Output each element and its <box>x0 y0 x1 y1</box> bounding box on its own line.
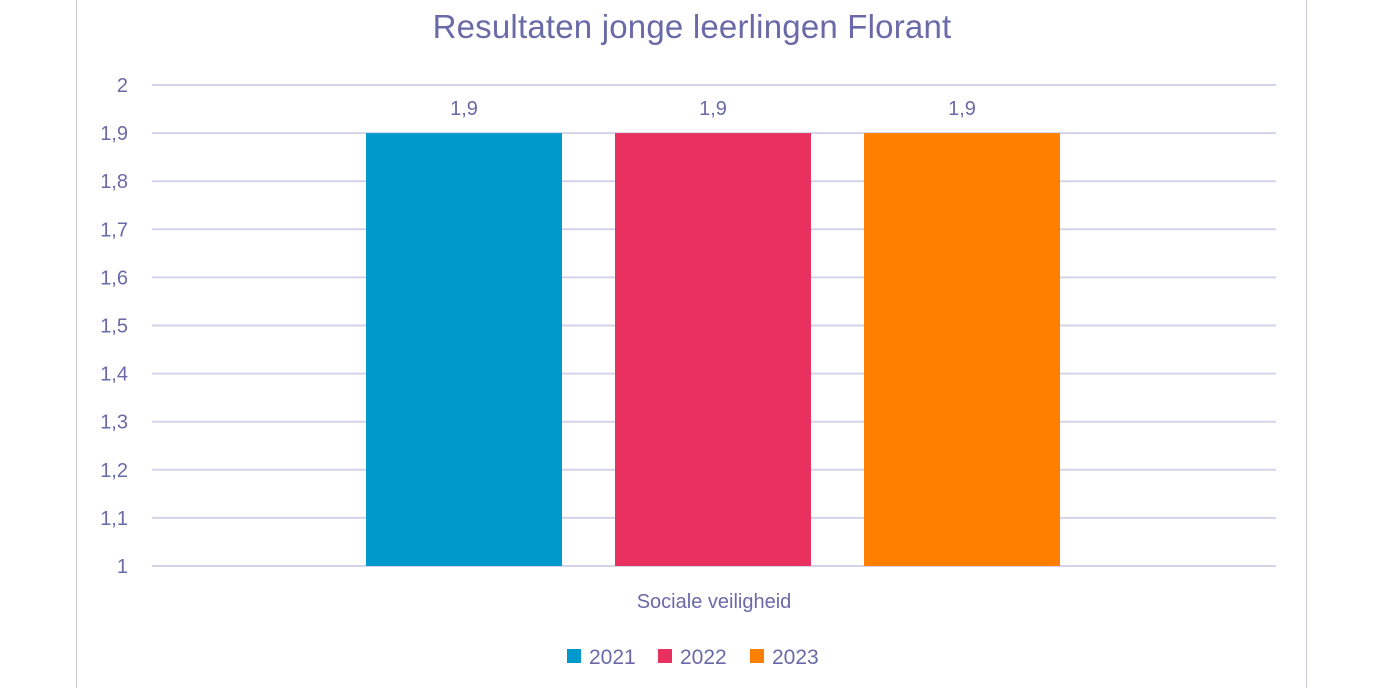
data-label: 1,9 <box>450 98 478 120</box>
y-tick-label: 2 <box>117 75 128 97</box>
legend-swatch-2022 <box>658 649 672 663</box>
y-tick-label: 1,4 <box>100 364 128 386</box>
legend-label: 2022 <box>680 646 727 669</box>
legend-swatch-2023 <box>750 649 764 663</box>
legend-label: 2021 <box>589 646 636 669</box>
y-tick-label: 1,6 <box>100 267 128 289</box>
chart-frame <box>76 0 1307 688</box>
y-tick-label: 1,3 <box>100 412 128 434</box>
bar-2023 <box>864 133 1060 566</box>
data-label: 1,9 <box>948 98 976 120</box>
legend-label: 2023 <box>772 646 819 669</box>
bar-2021 <box>366 133 562 566</box>
y-tick-label: 1,9 <box>100 123 128 145</box>
y-tick-label: 1,5 <box>100 316 128 338</box>
y-tick-label: 1,8 <box>100 171 128 193</box>
legend-swatch-2021 <box>567 649 581 663</box>
y-tick-label: 1,2 <box>100 460 128 482</box>
y-tick-label: 1,1 <box>100 508 128 530</box>
chart-title: Resultaten jonge leerlingen Florant <box>432 8 952 45</box>
y-tick-label: 1 <box>117 556 128 578</box>
x-category-label: Sociale veiligheid <box>637 591 792 613</box>
bar-2022 <box>615 133 811 566</box>
data-label: 1,9 <box>699 98 727 120</box>
y-tick-label: 1,7 <box>100 219 128 241</box>
